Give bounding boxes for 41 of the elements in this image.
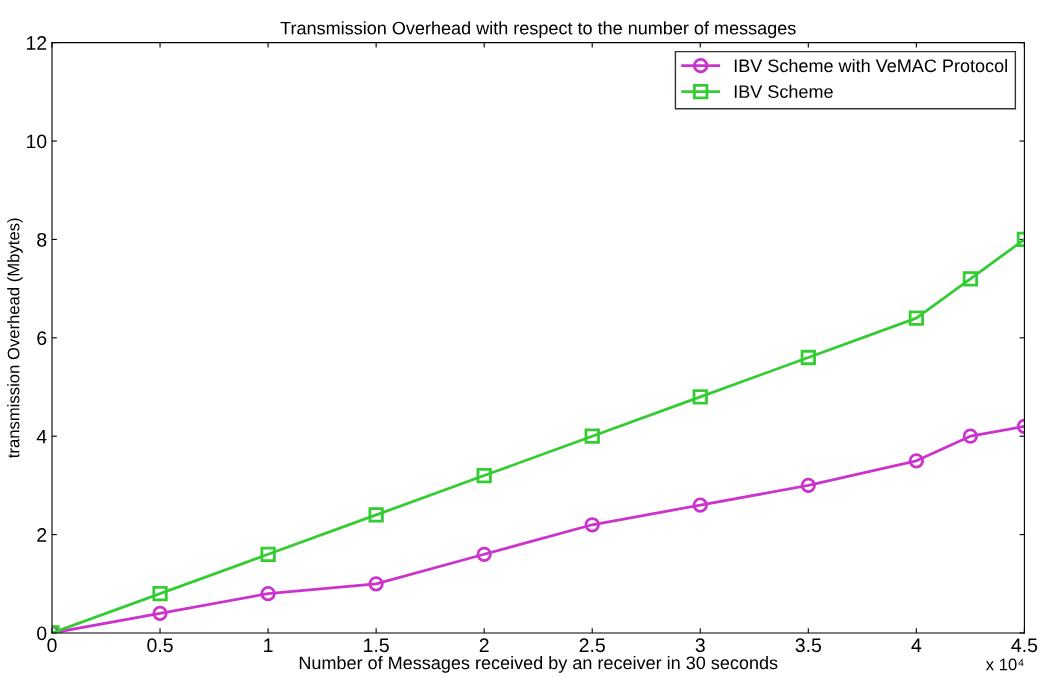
point bbox=[962, 428, 979, 444]
point bbox=[584, 428, 600, 444]
point bbox=[908, 453, 924, 469]
x-tick-label: 1.5 bbox=[364, 638, 389, 653]
chart-title: Transmission Overhead with respect to the number of messages bbox=[280, 21, 796, 39]
point bbox=[476, 546, 492, 562]
point bbox=[476, 467, 492, 484]
y-tick-label: 0 bbox=[37, 626, 47, 641]
x-tick-label: 0 bbox=[47, 638, 57, 653]
text: x 10⁴ bbox=[985, 658, 1024, 671]
point bbox=[800, 349, 816, 366]
point bbox=[908, 310, 924, 326]
y-tick-label: 8 bbox=[37, 232, 47, 247]
point bbox=[260, 586, 276, 602]
x-tick-label: 3 bbox=[695, 638, 705, 653]
point bbox=[692, 497, 708, 513]
x-tick-label: 3.5 bbox=[795, 638, 822, 653]
legend-label: IBV Scheme with VeMAC Protocol bbox=[734, 58, 1007, 73]
x-tick-label: 4 bbox=[911, 638, 922, 652]
y-tick-label: 2 bbox=[37, 528, 47, 542]
point bbox=[152, 605, 168, 621]
point bbox=[962, 271, 979, 287]
x-axis-title: Number of Messages received by an receiver in 30 seconds bbox=[299, 655, 778, 673]
y-tick-label: 4 bbox=[36, 429, 47, 444]
point bbox=[692, 389, 708, 405]
point bbox=[800, 477, 816, 494]
point bbox=[368, 507, 384, 523]
y-tick-label: 12 bbox=[27, 36, 47, 50]
y-tick-label: 10 bbox=[27, 134, 47, 149]
x-tick-label: 0.5 bbox=[147, 638, 173, 653]
point bbox=[584, 517, 600, 533]
y-axis-title: transmission Overhead (Mbytes) bbox=[7, 218, 23, 458]
x-tick-label: 1 bbox=[264, 638, 273, 652]
x-tick-label: 4.5 bbox=[1011, 638, 1038, 653]
point bbox=[368, 576, 384, 592]
y-tick-label: 6 bbox=[37, 331, 47, 346]
x-tick-label: 2.5 bbox=[579, 638, 605, 653]
point bbox=[152, 586, 168, 602]
x-tick-label: 2 bbox=[479, 638, 489, 652]
legend-label: IBV Scheme bbox=[734, 84, 833, 99]
point bbox=[260, 546, 276, 562]
